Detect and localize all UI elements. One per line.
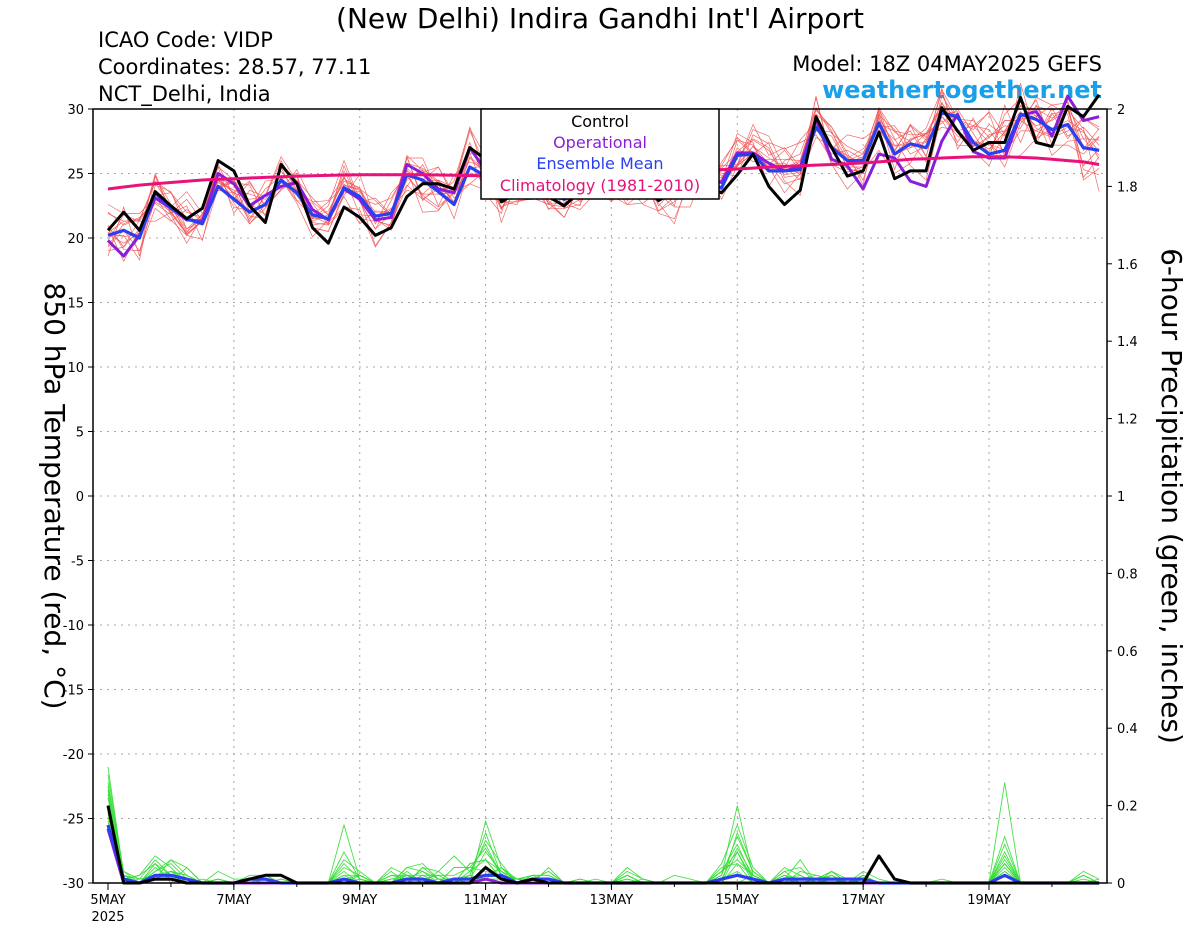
legend-entry-climatology: Climatology (1981-2010) [500, 176, 700, 195]
y-tick-label: 30 [67, 103, 84, 118]
y2-tick-label: 0 [1117, 877, 1125, 892]
y-tick-label: 10 [67, 361, 84, 376]
legend: Control Operational Ensemble Mean Climat… [480, 108, 720, 200]
y2-axis-label: 6-hour Precipitation (green, inches) [1155, 248, 1188, 744]
y-tick-label: 20 [67, 232, 84, 247]
y-tick-label: 25 [67, 168, 84, 183]
precip-member-line [107, 793, 1100, 884]
y2-tick-label: 0.4 [1117, 722, 1138, 737]
y-tick-label: -15 [63, 684, 84, 699]
precip-control-line [106, 805, 1100, 885]
precip-member-line [107, 766, 1100, 884]
precip-member-line [107, 823, 1100, 884]
legend-box [480, 108, 720, 200]
model-run-label: Model: 18Z 04MAY2025 GEFS [792, 52, 1102, 76]
y2-tick-label: 0.2 [1117, 800, 1138, 815]
precip-ensemble-members [107, 766, 1100, 884]
site-brand-label: weathertogether.net [822, 76, 1102, 104]
y2-tick-label: 2 [1117, 103, 1125, 118]
y-tick-label: -25 [63, 813, 84, 828]
x-tick-label: 9MAY [342, 893, 377, 908]
precip-member-line [107, 797, 1100, 884]
precip-member-line [107, 805, 1100, 884]
y2-tick-label: 0.8 [1117, 567, 1138, 582]
region-label: NCT_Delhi, India [98, 82, 271, 106]
y2-tick-label: 1 [1117, 490, 1125, 505]
legend-entry-operational: Operational [553, 133, 647, 152]
y2-tick-label: 0.6 [1117, 645, 1138, 660]
y2-tick-label: 1.4 [1117, 335, 1138, 350]
y-tick-label: 15 [67, 297, 84, 312]
precip-member-line [107, 774, 1100, 884]
temperature-axis: 30 25 20 15 10 5 0 -5 -10 -15 -20 -25 -30 [63, 103, 93, 892]
x-tick-label: 17MAY [841, 893, 885, 908]
x-tick-label: 15MAY [715, 893, 759, 908]
precip-ensemble-mean-line [106, 824, 1100, 885]
y-tick-label: -10 [63, 619, 84, 634]
y-tick-label: -30 [63, 877, 84, 892]
x-tick-label: 13MAY [590, 893, 634, 908]
main-series-lines [106, 93, 1101, 885]
x-tick-label: 5MAY [90, 893, 125, 908]
x-tick-sublabel: 2025 [91, 910, 124, 925]
y-axis-label: 850 hPa Temperature (red, °C) [38, 282, 71, 709]
y-tick-label: -5 [71, 555, 84, 570]
precip-member-line [107, 790, 1100, 884]
y-tick-label: -20 [63, 748, 84, 763]
time-axis: 5MAY 2025 7MAY 9MAY 11MAY 13MAY 15MAY 17MAY 19MA… [90, 883, 1053, 925]
legend-entry-control: Control [571, 112, 629, 131]
precip-member-line [107, 786, 1100, 884]
precip-member-line [107, 820, 1100, 884]
x-tick-label: 7MAY [216, 893, 251, 908]
x-tick-label: 19MAY [967, 893, 1011, 908]
y2-tick-label: 1.6 [1117, 258, 1138, 273]
legend-entry-ensemble-mean: Ensemble Mean [536, 154, 663, 173]
y-tick-label: 0 [76, 490, 84, 505]
precip-member-line [107, 782, 1100, 884]
y2-tick-label: 1.2 [1117, 413, 1138, 428]
icao-code-label: ICAO Code: VIDP [98, 28, 273, 52]
precip-member-line [107, 813, 1100, 884]
coordinates-label: Coordinates: 28.57, 77.11 [98, 55, 372, 79]
gridlines [93, 109, 1107, 883]
y-tick-label: 5 [76, 426, 84, 441]
precipitation-axis: 2 1.8 1.6 1.4 1.2 1 0.8 0.6 0.4 0.2 0 [1107, 103, 1138, 892]
precip-member-line [107, 782, 1100, 884]
x-tick-label: 11MAY [464, 893, 508, 908]
chart-title: (New Delhi) Indira Gandhi Int'l Airport [336, 2, 864, 35]
y2-tick-label: 1.8 [1117, 180, 1138, 195]
